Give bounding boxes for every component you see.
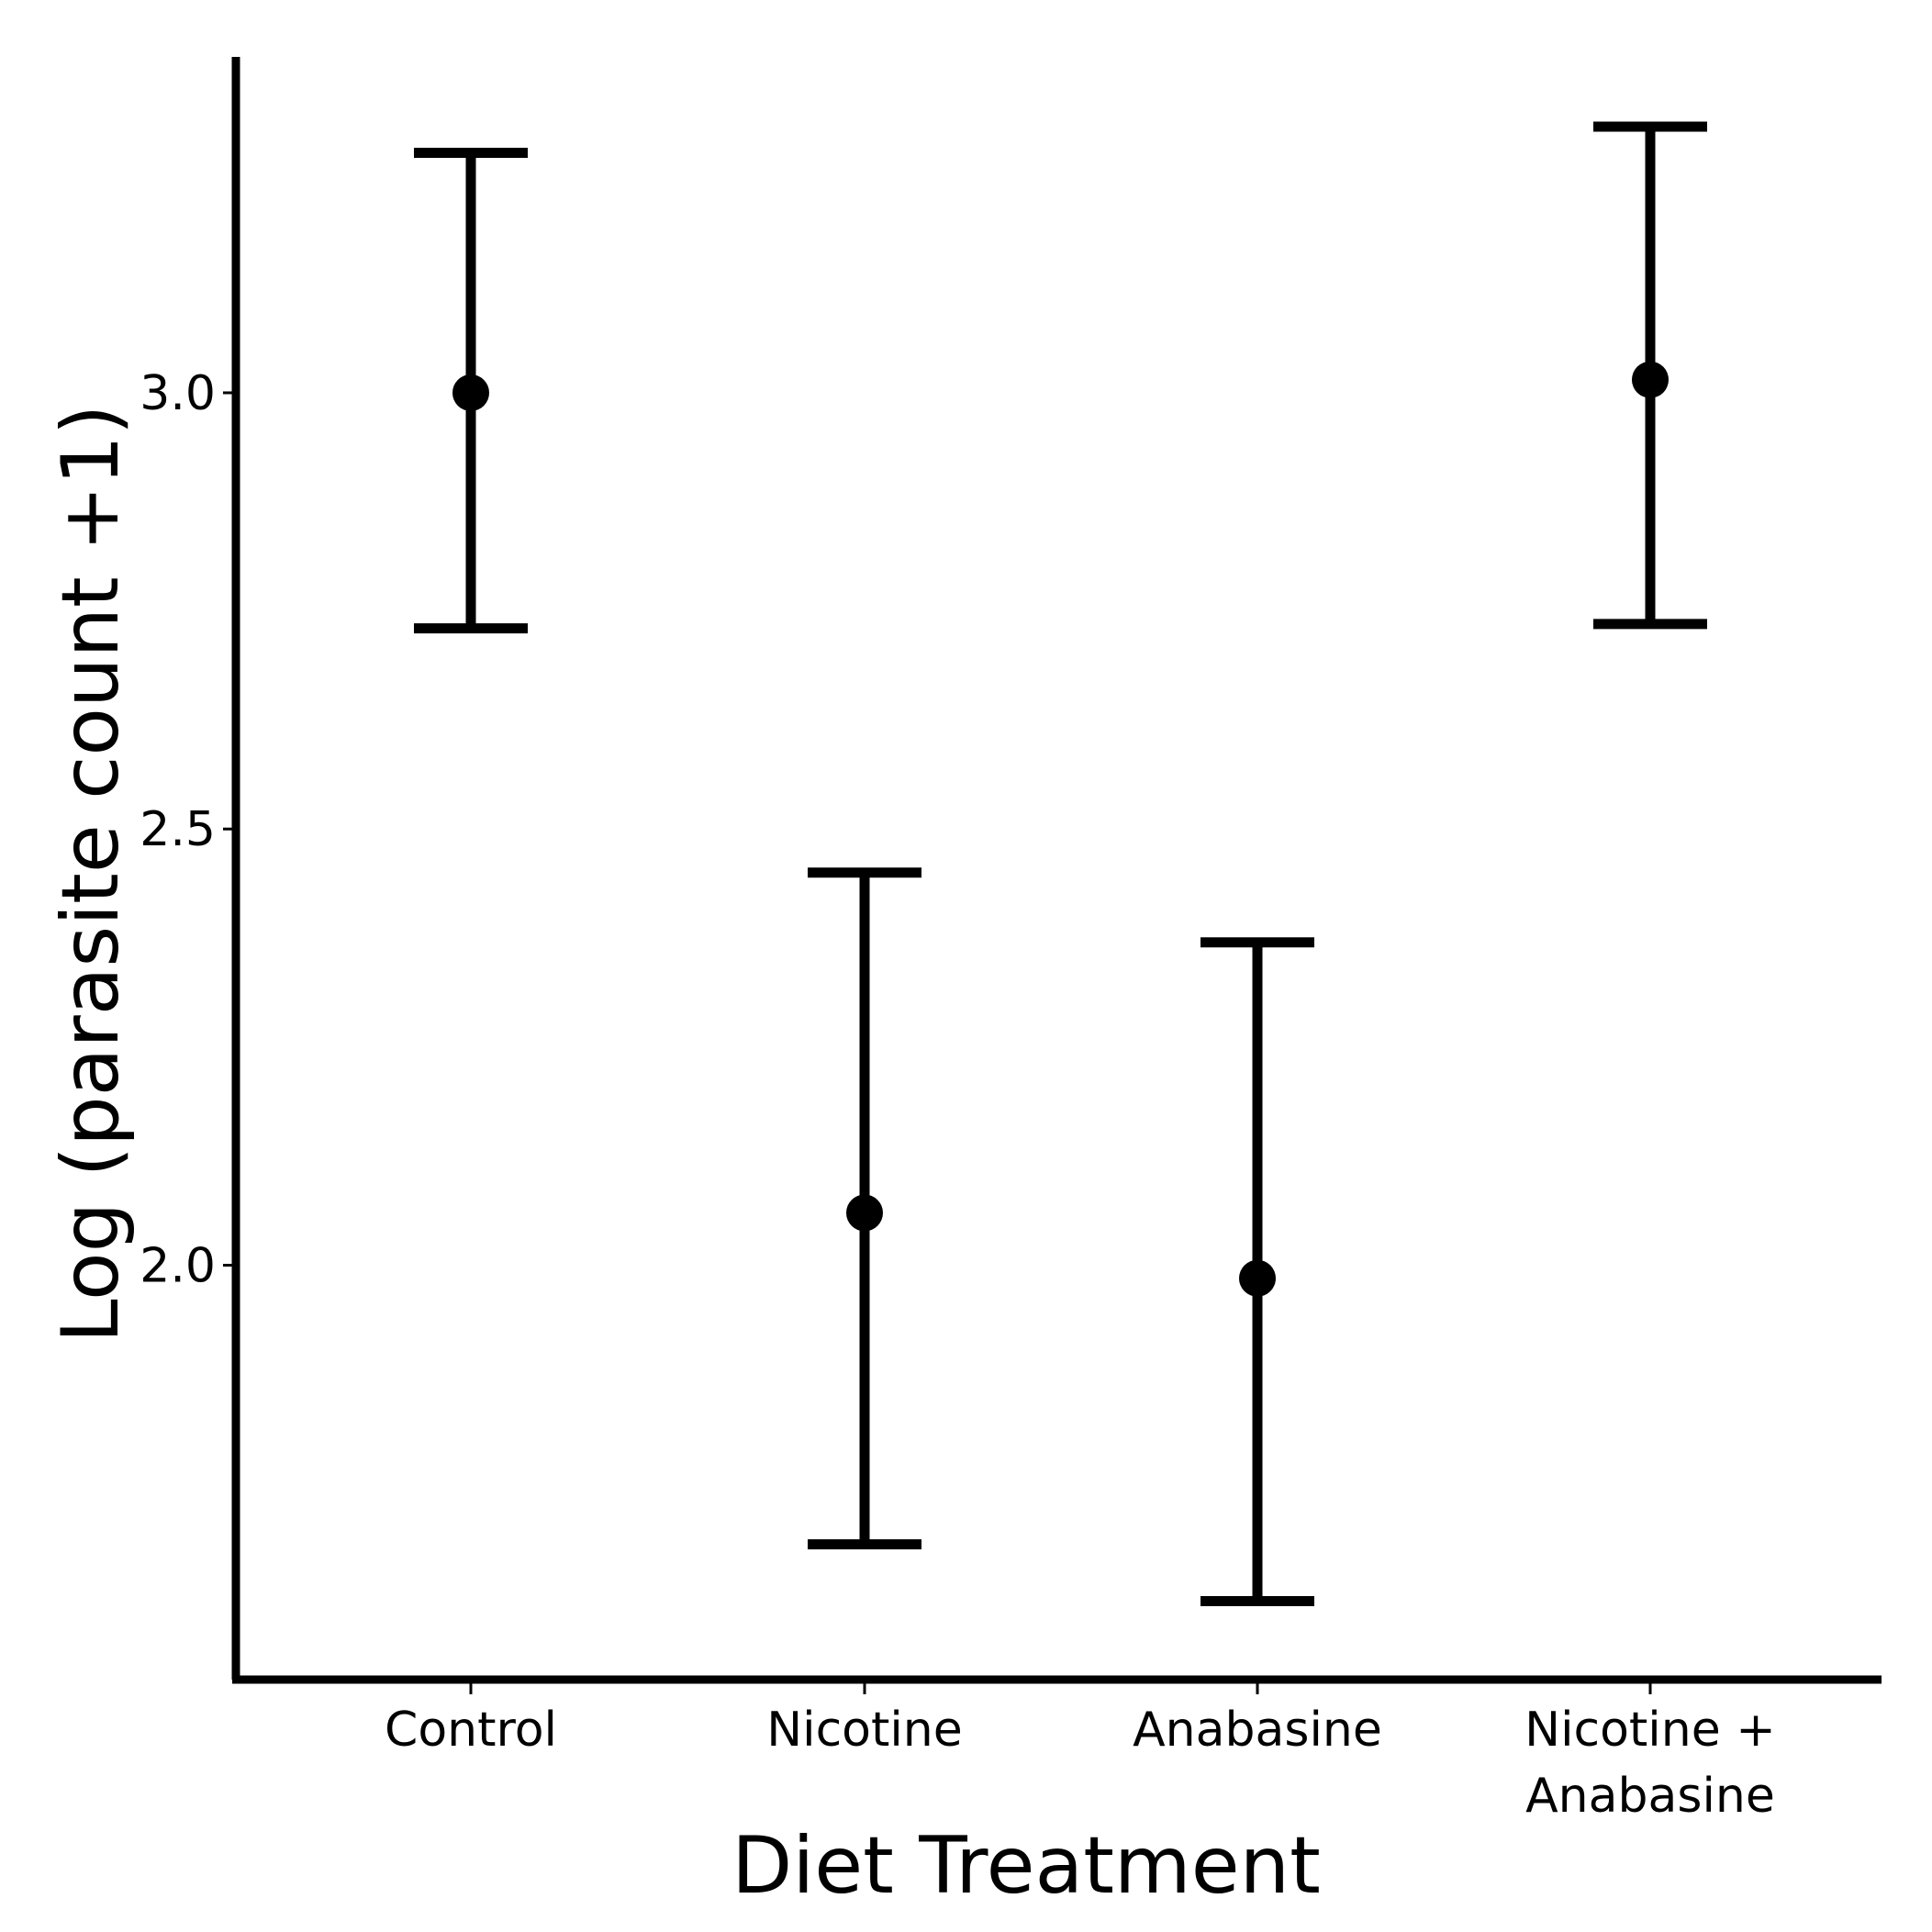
mean-point	[846, 1194, 883, 1232]
x-axis-title: Diet Treatment	[731, 1820, 1321, 1912]
x-tick-label: Control	[385, 1703, 557, 1758]
axes	[231, 57, 1882, 1684]
mean-point	[452, 374, 489, 411]
mean-point	[1632, 361, 1669, 398]
y-axis-title: Log (parasite count +1)	[45, 405, 137, 1344]
y-tick-label: 2.0	[140, 1238, 216, 1293]
x-tick-label: Anabasine	[1525, 1769, 1775, 1824]
data-marks	[414, 121, 1707, 1606]
ticks: 2.0 2.5 3.0 Control Nicotine Anabasine Nicotin…	[140, 366, 1776, 1824]
y-tick-label: 2.5	[140, 802, 216, 857]
x-tick-label: Anabasine	[1133, 1703, 1382, 1758]
x-tick-label: Nicotine +	[1524, 1703, 1776, 1758]
y-tick-label: 3.0	[140, 366, 216, 421]
mean-point	[1239, 1259, 1276, 1297]
x-tick-label: Nicotine	[766, 1703, 963, 1758]
